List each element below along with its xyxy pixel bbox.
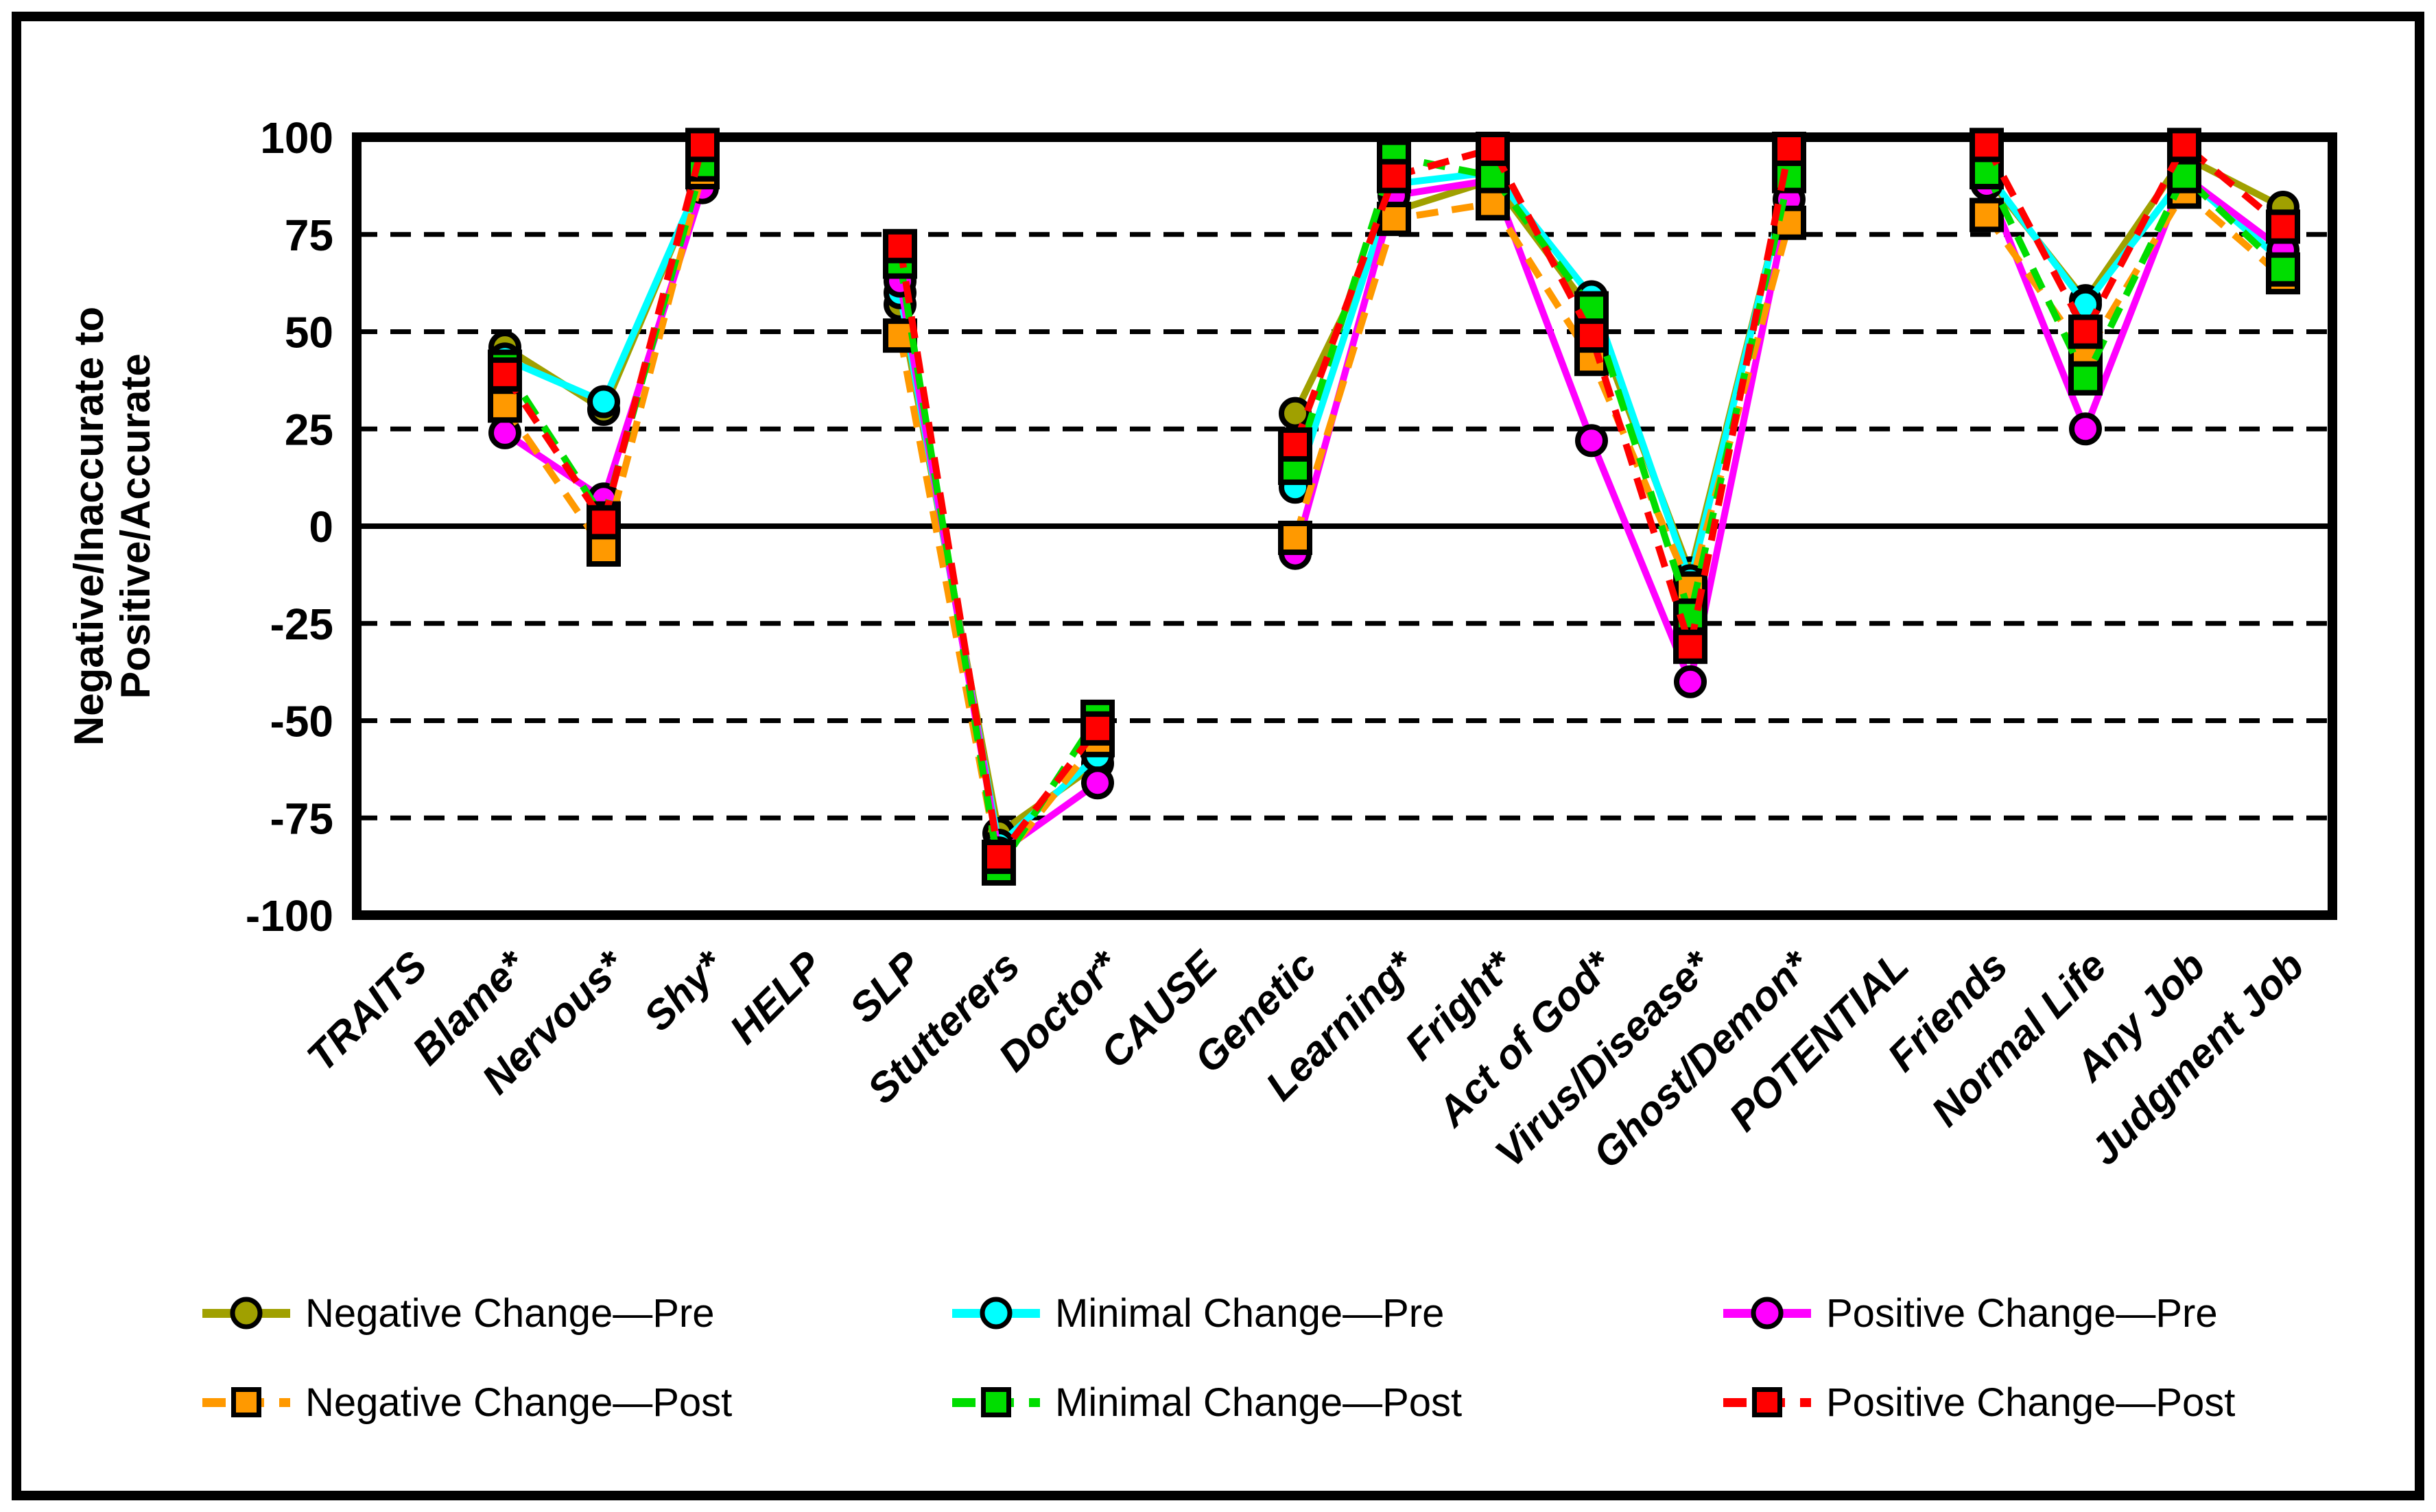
x-axis-label: SLP: [840, 942, 930, 1032]
figure-border: [12, 12, 2424, 1500]
legend-square-marker-icon: [981, 1387, 1011, 1417]
series-3-line: [1983, 186, 2286, 362]
series-3-line: [501, 171, 706, 558]
legend-swatch-minimal-change-post: [952, 1369, 1040, 1435]
y-axis-tick-label: -25: [270, 600, 334, 649]
series-5-marker: [1970, 128, 2004, 163]
series-4-marker: [2068, 361, 2103, 396]
y-axis-tick-label: 25: [285, 405, 333, 454]
y-axis-title: Negative/Inaccurate to: [66, 307, 112, 746]
legend-swatch-positive-change-pre: [1723, 1280, 1811, 1346]
y-axis-title: Positive/Accurate: [113, 353, 158, 699]
y-axis-tick-label: -75: [270, 794, 334, 843]
series-2-line: [1983, 170, 2285, 438]
series-5-marker: [1377, 158, 1411, 193]
legend-square-marker-icon: [231, 1387, 261, 1417]
legend-label: Negative Change—Pre: [305, 1290, 715, 1336]
x-axis-label: TRAITS: [298, 943, 436, 1080]
series-5-marker: [2266, 209, 2300, 244]
series-5-marker: [1574, 318, 1609, 353]
series-2-marker: [1081, 766, 1114, 800]
series-5-marker: [587, 505, 621, 540]
series-1-marker: [587, 385, 620, 418]
legend-swatch-negative-change-pre: [202, 1280, 290, 1346]
y-axis-tick-label: 0: [309, 502, 333, 552]
series-4-line: [501, 163, 706, 527]
series-5-marker: [2068, 314, 2103, 349]
series-2-marker: [2069, 412, 2102, 446]
y-axis-tick-label: 50: [285, 308, 333, 357]
series-5-line: [1292, 145, 1793, 648]
series-5-marker: [488, 357, 522, 392]
legend-square-marker-icon: [1752, 1387, 1782, 1417]
series-3-marker: [1970, 198, 2004, 233]
series-5-marker: [1080, 711, 1115, 746]
legend-label: Minimal Change—Post: [1055, 1380, 1463, 1425]
plot-border: [352, 132, 2337, 920]
series-4-line: [1983, 170, 2286, 387]
series-3-marker: [488, 388, 522, 423]
series-5-marker: [883, 228, 917, 263]
series-1-line: [897, 292, 1100, 852]
legend-item-negative-change-pre: Negative Change—Pre: [202, 1280, 714, 1346]
series-5-line: [897, 245, 1100, 866]
legend-label: Positive Change—Pre: [1826, 1290, 2218, 1336]
series-5-marker: [1476, 132, 1510, 167]
series-5-marker: [2167, 128, 2201, 163]
series-0-marker: [1279, 397, 1312, 430]
legend-item-positive-change-post: Positive Change—Post: [1723, 1369, 2235, 1435]
series-4-marker: [2266, 252, 2300, 287]
x-axis-label: Shy*: [635, 941, 733, 1040]
legend-item-positive-change-pre: Positive Change—Pre: [1723, 1280, 2218, 1346]
series-5-line: [501, 144, 706, 531]
legend-label: Negative Change—Post: [305, 1380, 733, 1425]
series-5-marker: [1772, 132, 1806, 167]
legend-item-minimal-change-pre: Minimal Change—Pre: [952, 1280, 1444, 1346]
legend-label: Minimal Change—Pre: [1055, 1290, 1445, 1336]
y-axis-tick-label: -100: [246, 891, 333, 941]
series-5-marker: [685, 128, 720, 163]
series-5-marker: [1673, 629, 1707, 664]
y-axis-tick-label: 100: [260, 113, 333, 163]
y-axis-tick-label: 75: [285, 211, 333, 260]
legend-swatch-minimal-change-pre: [952, 1280, 1040, 1346]
legend-item-minimal-change-post: Minimal Change—Post: [952, 1369, 1462, 1435]
x-axis-label: HELP: [721, 942, 831, 1052]
series-2-marker: [1674, 665, 1707, 698]
legend-circle-marker-icon: [230, 1297, 263, 1330]
series-3-marker: [1278, 521, 1312, 556]
series-2-marker: [1575, 424, 1608, 458]
series-5-marker: [982, 839, 1016, 874]
series-0-line: [897, 303, 1100, 840]
series-4-line: [1292, 152, 1793, 629]
legend-label: Positive Change—Post: [1826, 1380, 2236, 1425]
series-5-marker: [1278, 427, 1312, 462]
legend-circle-marker-icon: [1751, 1297, 1784, 1330]
legend-swatch-negative-change-post: [202, 1369, 290, 1435]
legend-item-negative-change-post: Negative Change—Post: [202, 1369, 732, 1435]
y-axis-tick-label: -50: [270, 697, 334, 746]
legend-swatch-positive-change-post: [1723, 1369, 1811, 1435]
legend-circle-marker-icon: [980, 1297, 1013, 1330]
